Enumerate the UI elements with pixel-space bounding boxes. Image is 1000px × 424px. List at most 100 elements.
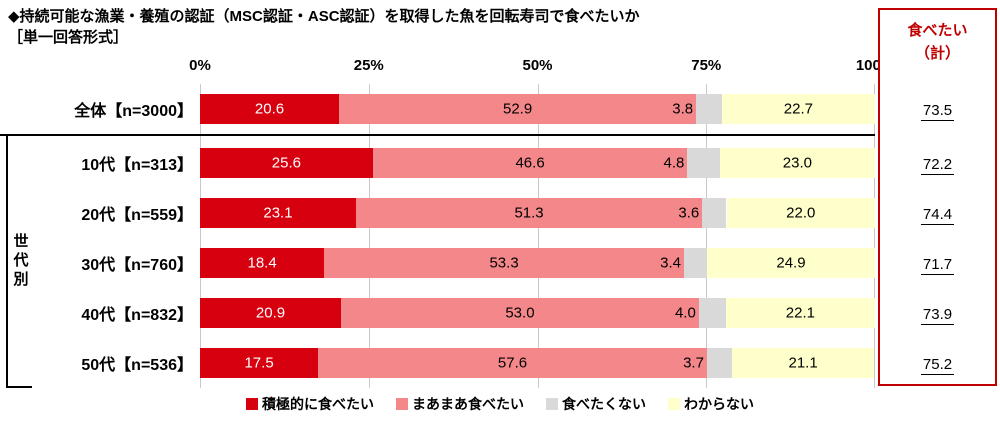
gridline — [874, 84, 875, 388]
gridline — [537, 84, 539, 388]
bar-segment-4: 23.0 — [719, 148, 875, 178]
summary-header: 食べたい （計） — [907, 22, 968, 63]
chart-row: 30代【n=760】 18.4 53.3 3.4 24.9 — [0, 238, 875, 288]
chart-row: 全体【n=3000】 20.6 52.9 3.8 22.7 — [0, 84, 875, 134]
legend: 積極的に食べたい まあまあ食べたい 食べたくない わからない — [0, 394, 1000, 414]
bar-track: 23.1 51.3 3.6 22.0 — [200, 198, 875, 228]
bar-value: 20.9 — [255, 304, 286, 322]
bar-track: 20.9 53.0 4.0 22.1 — [200, 298, 875, 328]
bar-segment-3: 3.4 — [660, 248, 707, 278]
summary-value-row: 74.4 — [880, 190, 995, 240]
x-axis-tick: 75% — [691, 57, 722, 74]
bar-segment-3: 4.0 — [675, 298, 726, 328]
bar-value: 3.8 — [672, 100, 694, 118]
x-axis-tick: 25% — [353, 57, 384, 74]
summary-value: 75.2 — [920, 355, 955, 375]
chart-row: 10代【n=313】 25.6 46.6 4.8 23.0 — [0, 138, 875, 188]
group-label: 世代別 — [11, 232, 29, 290]
bar-segment-4: 24.9 — [706, 248, 875, 278]
bar-track: 25.6 46.6 4.8 23.0 — [200, 148, 875, 178]
bar-segment-3: 3.6 — [678, 198, 727, 228]
bar-value: 23.1 — [263, 204, 293, 222]
summary-value-row: 72.2 — [880, 140, 995, 190]
bar-value: 22.1 — [785, 304, 815, 322]
legend-label: 食べたくない — [562, 396, 646, 412]
legend-swatch — [246, 398, 258, 410]
row-label: 20代【n=559】 — [81, 207, 193, 224]
legend-label: 積極的に食べたい — [262, 396, 374, 412]
legend-item: 食べたくない — [546, 394, 646, 414]
legend-label: まあまあ食べたい — [412, 396, 524, 412]
bar-track: 18.4 53.3 3.4 24.9 — [200, 248, 875, 278]
legend-item: まあまあ食べたい — [396, 394, 524, 414]
chart-rows: 全体【n=3000】 20.6 52.9 3.8 22.7 10代【n=313】 25.6 4… — [0, 84, 875, 388]
bar-segment-1: 20.9 — [200, 298, 342, 328]
bar-segment-2: 52.9 — [339, 94, 697, 124]
summary-value-row: 75.2 — [880, 340, 995, 390]
summary-value: 72.2 — [920, 155, 955, 175]
bar-value: 20.6 — [254, 100, 285, 118]
chart-row: 40代【n=832】 20.9 53.0 4.0 22.1 — [0, 288, 875, 338]
bar-value: 24.9 — [776, 254, 806, 272]
bar-value: 4.8 — [663, 154, 685, 172]
bar-segment-3: 4.8 — [663, 148, 720, 178]
legend-swatch — [668, 398, 680, 410]
gridline — [706, 84, 708, 388]
summary-value: 71.7 — [920, 255, 955, 275]
row-label: 40代【n=832】 — [81, 307, 193, 324]
gridlines — [200, 84, 875, 388]
bar-value: 18.4 — [247, 254, 277, 272]
gridline — [368, 84, 370, 388]
bar-segment-1: 20.6 — [200, 94, 340, 124]
x-axis-tick: 0% — [189, 57, 211, 74]
answer-format-label: ［単一回答形式］ — [8, 29, 129, 46]
bar-segment-4: 22.0 — [726, 198, 875, 228]
gridline — [200, 84, 201, 388]
row-label: 50代【n=536】 — [81, 357, 193, 374]
bar-value: 21.1 — [788, 354, 818, 372]
separator-line — [0, 134, 875, 138]
bar-value: 3.4 — [660, 254, 681, 272]
bar-value: 46.6 — [515, 154, 545, 172]
bar-segment-3: 3.8 — [672, 94, 722, 124]
bar-value: 4.0 — [674, 304, 696, 322]
bar-segment-2: 51.3 — [355, 198, 703, 228]
bar-value: 25.6 — [271, 154, 301, 172]
bar-value: 52.9 — [502, 100, 533, 118]
bar-segment-2: 53.3 — [324, 248, 684, 278]
bar-segment-2: 53.0 — [341, 298, 699, 328]
summary-value: 73.5 — [920, 101, 955, 121]
row-label: 30代【n=760】 — [81, 257, 193, 274]
bar-value: 17.5 — [244, 354, 274, 372]
summary-value-row: 73.5 — [880, 86, 995, 136]
bar-segment-4: 21.1 — [731, 348, 875, 378]
bar-value: 23.0 — [782, 154, 812, 172]
group-bracket: 世代別 — [6, 136, 32, 388]
bar-segment-4: 22.7 — [721, 94, 875, 124]
bar-segment-1: 18.4 — [200, 248, 325, 278]
legend-swatch — [396, 398, 408, 410]
bar-segment-4: 22.1 — [725, 298, 875, 328]
x-axis-tick: 50% — [522, 57, 553, 74]
bar-value: 3.6 — [678, 204, 700, 222]
bar-track: 20.6 52.9 3.8 22.7 — [200, 94, 875, 124]
bar-value: 53.0 — [505, 304, 535, 322]
bar-segment-1: 25.6 — [200, 148, 373, 178]
legend-swatch — [546, 398, 558, 410]
bar-segment-2: 46.6 — [372, 148, 688, 178]
summary-value: 74.4 — [920, 205, 955, 225]
summary-panel: 食べたい （計） 73.5 72.2 74.4 71.7 73.9 75.2 — [878, 8, 997, 386]
chart-row: 20代【n=559】 23.1 51.3 3.6 22.0 — [0, 188, 875, 238]
legend-item: わからない — [668, 394, 754, 414]
summary-values: 73.5 72.2 74.4 71.7 73.9 75.2 — [880, 86, 995, 390]
bar-segment-1: 17.5 — [200, 348, 319, 378]
legend-label: わからない — [684, 396, 754, 412]
row-label: 10代【n=313】 — [81, 157, 193, 174]
summary-value-row: 71.7 — [880, 240, 995, 290]
row-label: 全体【n=3000】 — [74, 103, 193, 120]
chart-row: 50代【n=536】 17.5 57.6 3.7 21.1 — [0, 338, 875, 388]
bar-value: 22.0 — [786, 204, 816, 222]
chart-title: ◆持続可能な漁業・養殖の認証（MSC認証・ASC認証）を取得した魚を回転寿司で食… — [8, 8, 640, 25]
bar-track: 17.5 57.6 3.7 21.1 — [200, 348, 875, 378]
